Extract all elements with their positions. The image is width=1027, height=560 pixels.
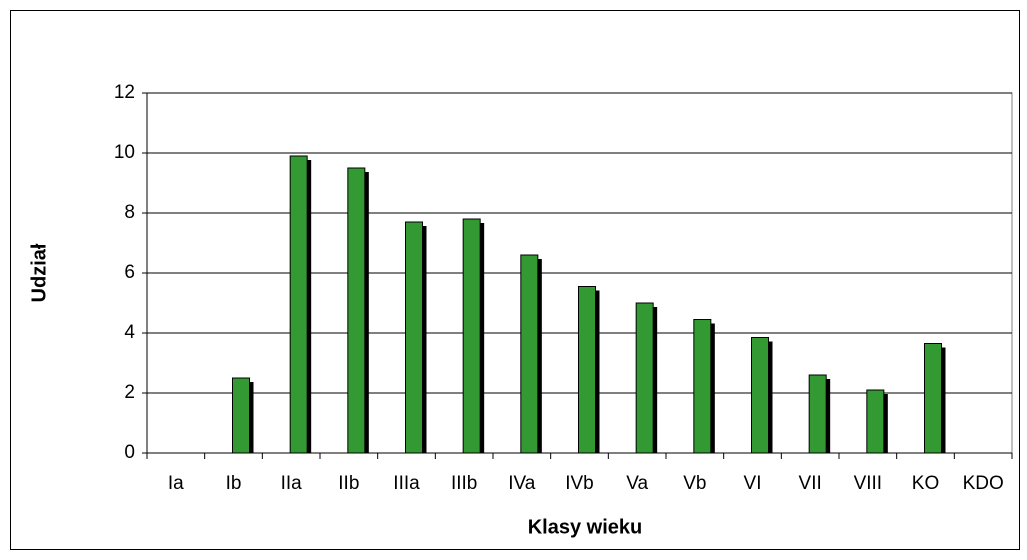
x-tick-label: Ib (226, 473, 242, 494)
x-tick-label: KO (912, 473, 939, 494)
bar (289, 155, 308, 454)
x-tick-label: VII (799, 473, 822, 494)
x-tick-label: Ia (168, 473, 184, 494)
y-tick-label: 6 (124, 262, 135, 283)
bar (924, 343, 942, 454)
bar (232, 377, 250, 454)
bar (347, 167, 366, 454)
x-tick-label: IVa (508, 473, 536, 494)
x-tick-label: VIII (854, 473, 883, 494)
x-tick-label: IIIa (393, 473, 420, 494)
bar (578, 286, 596, 454)
bar (693, 319, 712, 454)
x-tick-label: IIa (281, 473, 303, 494)
x-tick-label: IIb (338, 473, 359, 494)
y-tick-label: 0 (124, 442, 135, 463)
y-tick-label: 4 (124, 322, 135, 343)
x-tick-label: VI (744, 473, 762, 494)
y-tick-label: 10 (114, 142, 135, 163)
bar (462, 218, 481, 454)
x-tick-label: Vb (683, 473, 706, 494)
bar (635, 302, 654, 454)
y-axis-label: Udział (28, 243, 50, 302)
y-tick-label: 12 (114, 82, 135, 103)
x-tick-label: Va (626, 473, 648, 494)
x-tick-label: KDO (963, 473, 1004, 494)
y-tick-label: 2 (124, 382, 135, 403)
bar (808, 374, 827, 454)
x-tick-label: IVb (565, 473, 594, 494)
bar (866, 389, 885, 454)
x-tick-label: IIIb (451, 473, 477, 494)
bar (405, 221, 423, 454)
y-tick-label: 8 (124, 202, 135, 223)
x-axis-label: Klasy wieku (528, 516, 643, 538)
bar (751, 337, 769, 454)
bar (520, 254, 539, 454)
